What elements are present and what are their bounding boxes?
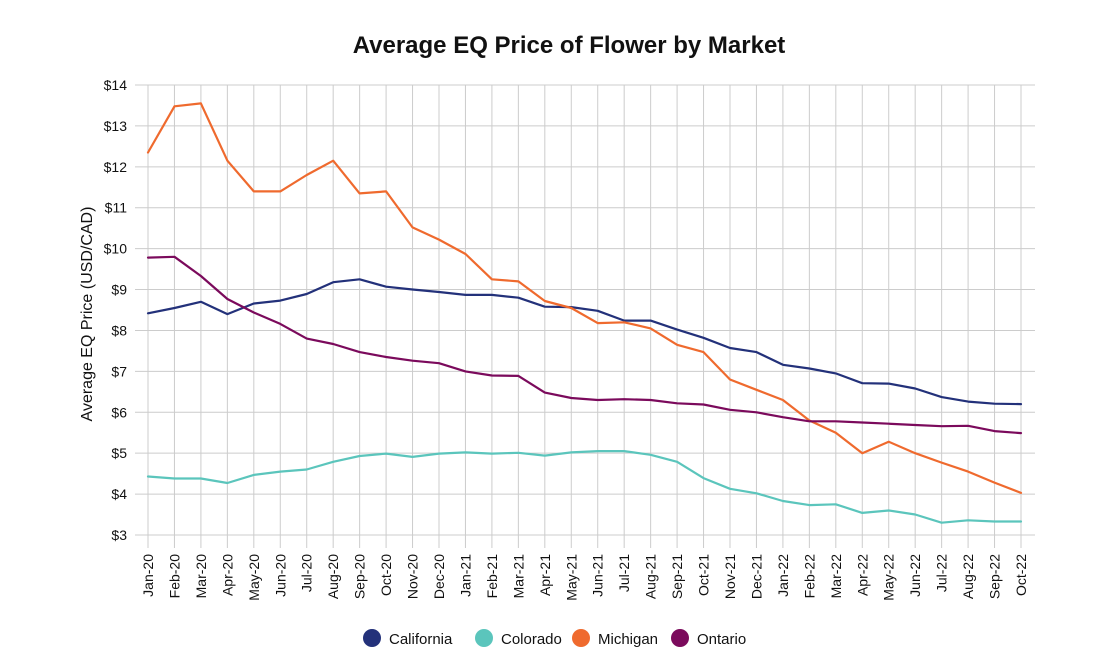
x-tick-label: Nov-21 (722, 554, 738, 599)
chart-title: Average EQ Price of Flower by Market (353, 32, 786, 59)
x-tick-label: Sep-22 (987, 554, 1003, 599)
x-tick-label: Mar-20 (193, 554, 209, 599)
x-tick-label: May-22 (881, 554, 897, 601)
y-axis-ticks: $3 $4 $5 $6 $7 $8 $9 $10 $11 $12 $13 $14 (104, 77, 128, 543)
y-axis-label: Average EQ Price (USD/CAD) (79, 207, 96, 422)
x-tick-label: Jul-22 (934, 554, 950, 592)
legend-marker-michigan (572, 629, 590, 647)
x-tick-label: Nov-20 (405, 554, 421, 599)
y-tick-label: $10 (104, 241, 128, 257)
y-tick-label: $11 (105, 200, 128, 216)
x-tick-label: Oct-20 (378, 554, 394, 596)
legend-label-colorado: Colorado (501, 631, 562, 648)
y-tick-label: $6 (111, 404, 127, 420)
x-tick-label: Oct-21 (696, 554, 712, 596)
x-tick-label: Mar-22 (828, 554, 844, 599)
x-tick-label: Jun-20 (272, 554, 288, 597)
legend-label-michigan: Michigan (598, 631, 658, 648)
series-line-colorado (146, 450, 1023, 524)
x-tick-label: Jan-20 (140, 554, 156, 597)
legend-label-california: California (389, 631, 453, 648)
x-tick-label: Apr-21 (537, 554, 553, 596)
gridlines (135, 84, 1035, 548)
legend-marker-colorado (475, 629, 493, 647)
x-tick-label: Apr-20 (219, 554, 235, 596)
x-tick-label: Jul-20 (299, 554, 315, 592)
x-tick-label: Jan-22 (775, 554, 791, 597)
x-tick-label: Mar-21 (510, 554, 526, 599)
series-lines (146, 102, 1023, 524)
x-tick-label: Jul-21 (616, 554, 632, 592)
x-tick-label: Sep-21 (669, 554, 685, 599)
x-tick-label: Aug-22 (960, 554, 976, 599)
x-tick-label: Feb-20 (166, 554, 182, 599)
x-tick-label: Aug-21 (643, 554, 659, 599)
x-tick-label: Feb-21 (484, 554, 500, 599)
x-axis-ticks: Jan-20 Feb-20 Mar-20 Apr-20 May-20 Jun-20 Jul-… (140, 554, 1029, 601)
x-tick-label: Dec-20 (431, 554, 447, 599)
x-tick-label: Aug-20 (325, 554, 341, 599)
legend-label-ontario: Ontario (697, 631, 746, 648)
legend: California Colorado Michigan Ontario (363, 629, 746, 648)
x-tick-label: Jan-21 (457, 554, 473, 597)
series-line-michigan (146, 102, 1023, 494)
x-tick-label: May-20 (246, 554, 262, 601)
x-tick-label: Jun-22 (907, 554, 923, 597)
x-tick-label: Sep-20 (352, 554, 368, 599)
x-tick-label: Jun-21 (590, 554, 606, 597)
series-line-ontario (146, 255, 1023, 435)
x-tick-label: Feb-22 (801, 554, 817, 599)
y-tick-label: $12 (104, 159, 128, 175)
y-tick-label: $8 (111, 322, 127, 338)
y-tick-label: $7 (111, 363, 127, 379)
y-tick-label: $5 (111, 445, 127, 461)
x-tick-label: Oct-22 (1013, 554, 1029, 596)
legend-marker-california (363, 629, 381, 647)
y-tick-label: $14 (104, 77, 128, 93)
x-tick-label: Dec-21 (748, 554, 764, 599)
y-tick-label: $9 (111, 282, 127, 298)
y-tick-label: $13 (104, 118, 128, 134)
legend-marker-ontario (671, 629, 689, 647)
y-tick-label: $3 (111, 527, 127, 543)
y-tick-label: $4 (111, 486, 127, 502)
x-tick-label: May-21 (563, 554, 579, 601)
x-tick-label: Apr-22 (854, 554, 870, 596)
series-line-california (146, 278, 1023, 406)
